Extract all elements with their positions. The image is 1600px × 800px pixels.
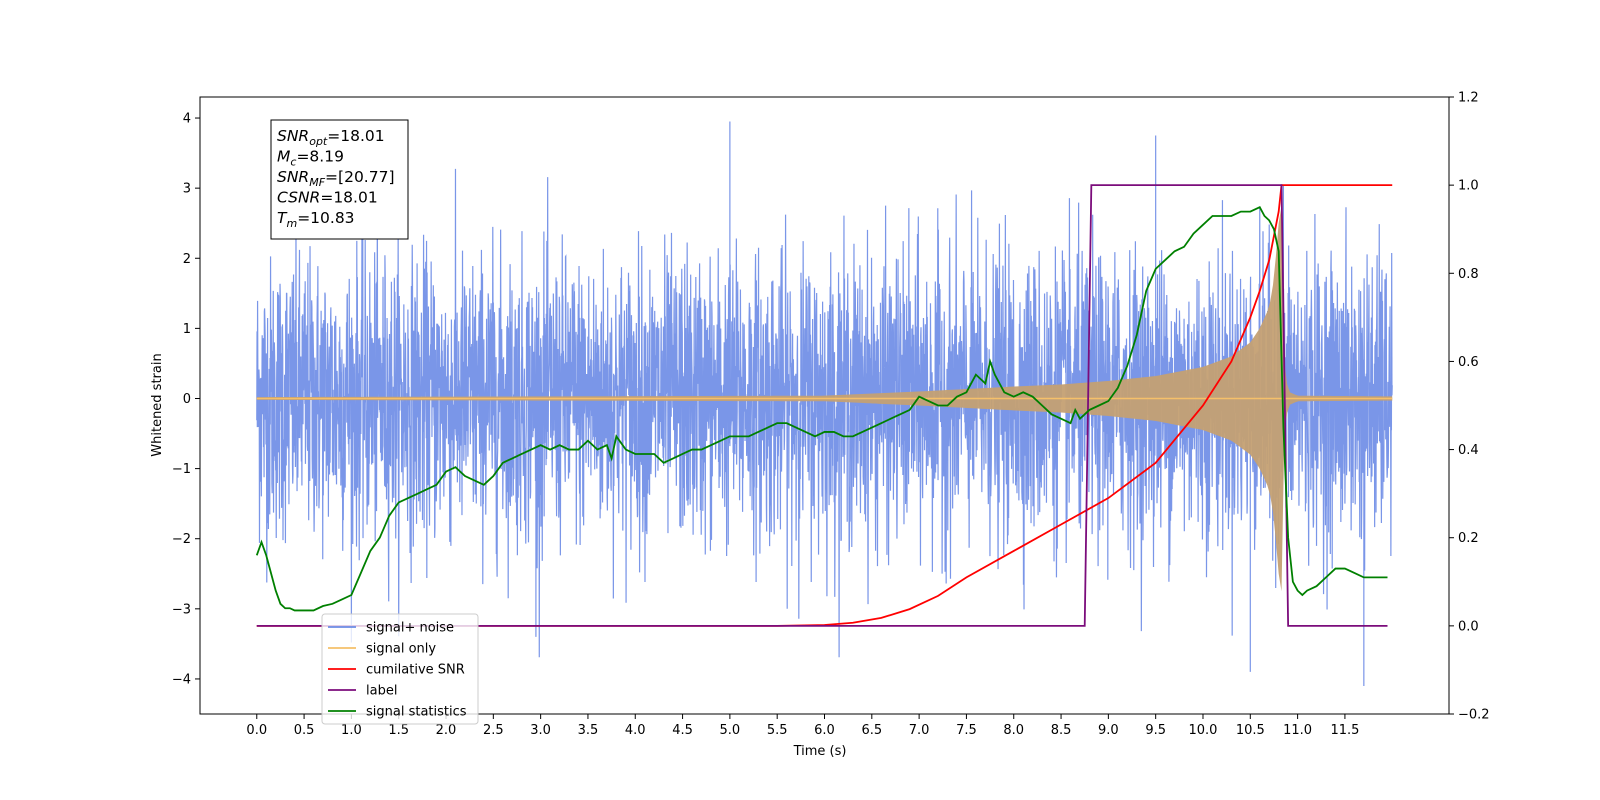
x-tick-label: 7.5 xyxy=(956,723,977,738)
x-tick-label: 7.0 xyxy=(909,723,930,738)
x-axis-ticks: 0.0 0.5 1.0 1.5 2.0 2.5 3.0 3.5 4.0 4.5 5.0 5.5 6.0 6… xyxy=(246,714,1359,738)
x-tick-label: 2.0 xyxy=(436,723,457,738)
x-tick-label: 10.0 xyxy=(1189,723,1218,738)
y-left-tick-label: −3 xyxy=(172,602,191,617)
y-right-axis-ticks: −0.2 0.0 0.2 0.4 0.6 0.8 1.0 1.2 xyxy=(1449,91,1490,723)
legend-label: cumilative SNR xyxy=(366,663,465,678)
legend-box xyxy=(321,613,479,725)
annotation-subscript: c xyxy=(290,156,296,169)
y-left-tick-label: −4 xyxy=(172,672,191,687)
annotation-symbol: T xyxy=(277,209,288,227)
y-right-tick-label: 0.0 xyxy=(1458,619,1479,634)
y-left-tick-label: 0 xyxy=(183,392,191,407)
y-left-axis-ticks: −4 −3 −2 −1 0 1 2 3 4 xyxy=(172,112,200,687)
x-tick-label: 8.5 xyxy=(1051,723,1072,738)
y-right-tick-label: 0.4 xyxy=(1458,443,1479,458)
signal-only-series xyxy=(256,205,1393,592)
x-tick-label: 5.5 xyxy=(767,723,788,738)
y-left-tick-label: 3 xyxy=(183,182,191,197)
annotation-symbol: SNR xyxy=(277,127,309,145)
x-tick-label: 0.5 xyxy=(294,723,315,738)
x-tick-label: 2.5 xyxy=(483,723,504,738)
legend-label: label xyxy=(366,684,397,699)
legend: signal+ noise signal only cumilative SNR la… xyxy=(321,613,479,725)
x-tick-label: 9.0 xyxy=(1098,723,1119,738)
x-tick-label: 0.0 xyxy=(246,723,267,738)
cumulative-snr-line xyxy=(256,184,1393,627)
legend-label: signal+ noise xyxy=(366,621,454,636)
x-tick-label: 1.0 xyxy=(341,723,362,738)
y-right-tick-label: 1.2 xyxy=(1458,91,1479,106)
annotation-subscript: MF xyxy=(309,176,325,189)
y-left-tick-label: −2 xyxy=(172,532,191,547)
x-tick-label: 5.0 xyxy=(720,723,741,738)
annotation-value: =18.01 xyxy=(320,189,377,207)
right-axis-series xyxy=(255,184,1393,627)
y-left-tick-label: 1 xyxy=(183,322,191,337)
x-tick-label: 6.5 xyxy=(861,723,882,738)
annotation-value: =[20.77] xyxy=(325,168,394,186)
x-tick-label: 11.0 xyxy=(1283,723,1312,738)
x-axis-title: Time (s) xyxy=(793,744,847,759)
x-tick-label: 3.0 xyxy=(530,723,551,738)
x-tick-label: 11.5 xyxy=(1330,723,1359,738)
signal-statistics-line xyxy=(255,206,1388,612)
legend-label: signal only xyxy=(366,642,436,657)
y-left-tick-label: 2 xyxy=(183,252,191,267)
x-tick-label: 8.0 xyxy=(1003,723,1024,738)
annotation-symbol: SNR xyxy=(277,168,309,186)
annotation-symbol: CSNR xyxy=(277,189,320,207)
annotation-value: =10.83 xyxy=(297,209,354,227)
x-tick-label: 3.5 xyxy=(578,723,599,738)
x-tick-label: 1.5 xyxy=(388,723,409,738)
x-tick-label: 10.5 xyxy=(1236,723,1265,738)
y-right-tick-label: 0.2 xyxy=(1458,531,1479,546)
label-line xyxy=(256,184,1388,627)
y-right-tick-label: 0.6 xyxy=(1458,355,1479,370)
x-tick-label: 4.0 xyxy=(625,723,646,738)
annotation-box: SNRopt=18.01 Mc=8.19 SNRMF=[20.77] CSNR=18.… xyxy=(270,119,409,240)
y-right-tick-label: −0.2 xyxy=(1458,708,1490,723)
annotation-symbol: M xyxy=(277,148,290,166)
y-left-tick-label: 4 xyxy=(183,112,191,127)
annotation-subscript: opt xyxy=(309,135,328,148)
x-tick-label: 4.5 xyxy=(672,723,693,738)
x-tick-label: 9.5 xyxy=(1145,723,1166,738)
annotation-value: =18.01 xyxy=(327,127,384,145)
y-right-tick-label: 1.0 xyxy=(1458,179,1479,194)
y-right-tick-label: 0.8 xyxy=(1458,267,1479,282)
annotation-value: =8.19 xyxy=(296,148,344,166)
x-tick-label: 6.0 xyxy=(814,723,835,738)
legend-label: signal statistics xyxy=(366,705,467,720)
y-left-axis-title: Whitened strain xyxy=(150,353,165,456)
y-left-tick-label: −1 xyxy=(172,462,191,477)
annotation-subscript: m xyxy=(286,217,297,230)
